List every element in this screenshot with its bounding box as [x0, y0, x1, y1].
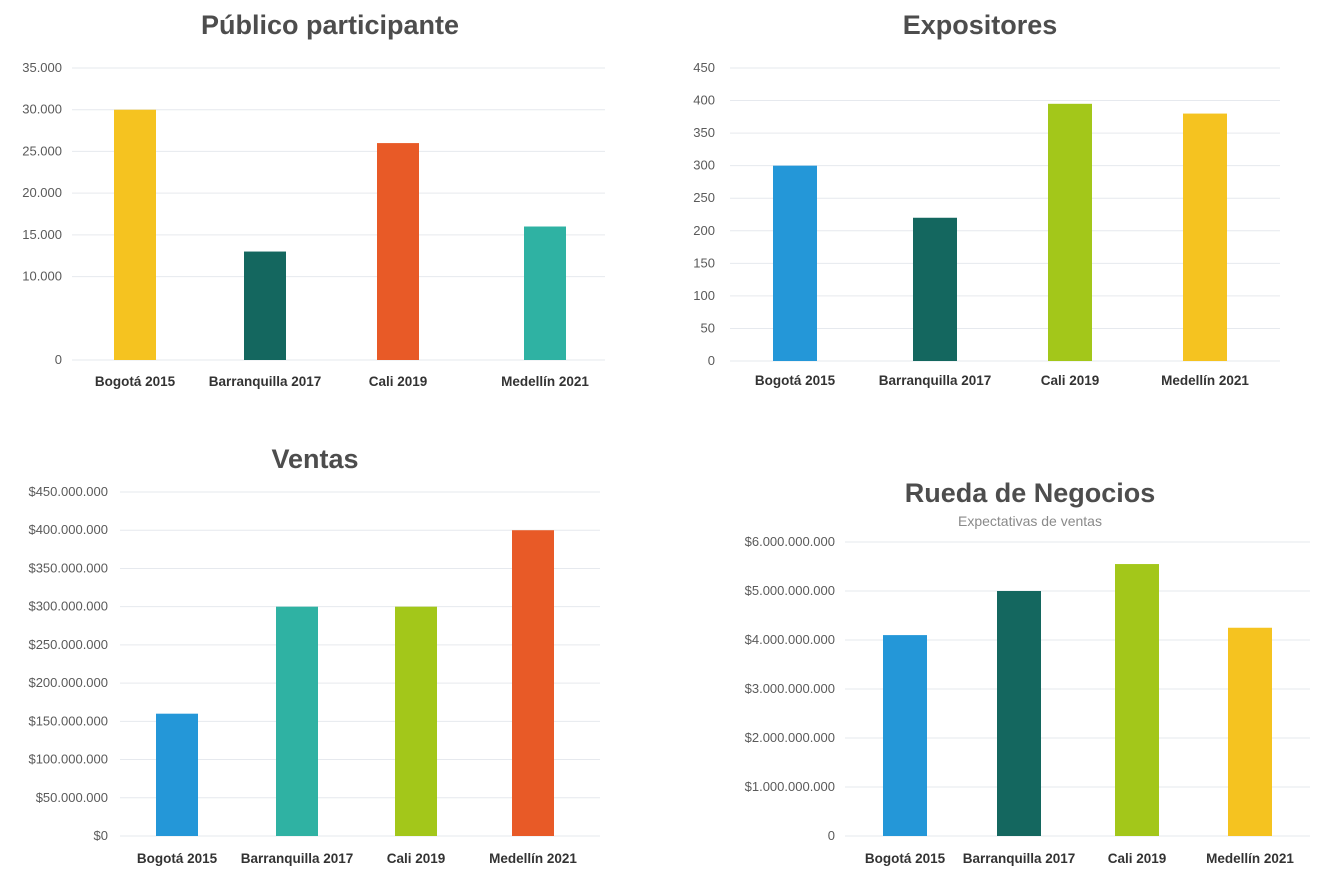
y-tick-label: 350: [693, 125, 715, 140]
bar-4: [524, 226, 566, 360]
x-category-label: Cali 2019: [1108, 851, 1167, 866]
bar-1: [773, 165, 817, 361]
bar-3: [395, 606, 437, 836]
bar-1: [114, 109, 156, 360]
chart-rueda-de-negocios: Rueda de Negocios Expectativas de ventas 0…: [660, 430, 1323, 872]
y-tick-label: 450: [693, 60, 715, 75]
y-tick-label: $6.000.000.000: [745, 534, 835, 549]
x-category-label: Bogotá 2015: [95, 374, 176, 389]
bar-3: [1115, 564, 1159, 836]
chart-title: Rueda de Negocios: [905, 478, 1156, 508]
y-tick-label: $200.000.000: [28, 675, 108, 690]
y-tick-label: 300: [693, 158, 715, 173]
y-tick-label: $5.000.000.000: [745, 583, 835, 598]
x-category-label: Barranquilla 2017: [879, 373, 992, 388]
y-tick-label: $300.000.000: [28, 599, 108, 614]
bar-4: [1228, 627, 1272, 836]
x-category-label: Barranquilla 2017: [963, 851, 1076, 866]
bar-3: [377, 143, 419, 360]
bar-1: [883, 635, 927, 836]
x-category-label: Barranquilla 2017: [209, 374, 322, 389]
y-tick-label: $0: [94, 828, 108, 843]
y-tick-label: 10.000: [22, 269, 62, 284]
x-category-label: Medellín 2021: [489, 851, 577, 866]
chart-subtitle: Expectativas de ventas: [958, 513, 1102, 529]
y-tick-label: 150: [693, 255, 715, 270]
y-tick-label: 0: [708, 353, 715, 368]
chart-rueda-svg: Rueda de Negocios Expectativas de ventas 0…: [745, 478, 1310, 866]
y-tick-label: 20.000: [22, 185, 62, 200]
y-tick-label: 0: [828, 828, 835, 843]
y-tick-label: $150.000.000: [28, 713, 108, 728]
y-tick-label: 35.000: [22, 60, 62, 75]
bar-3: [1048, 103, 1092, 362]
y-tick-label: 400: [693, 93, 715, 108]
bar-2: [276, 606, 318, 836]
chart-expositores: Expositores 0 50 100 150 200 250 300 350 400 450 Bo…: [660, 0, 1323, 420]
chart-title: Ventas: [271, 444, 358, 474]
y-tick-label: $4.000.000.000: [745, 632, 835, 647]
x-category-label: Medellín 2021: [1206, 851, 1294, 866]
chart-expositores-svg: Expositores 0 50 100 150 200 250 300 350 400 450 Bo…: [693, 10, 1280, 388]
bar-4: [1183, 113, 1227, 361]
y-tick-label: 250: [693, 190, 715, 205]
y-tick-label: $350.000.000: [28, 560, 108, 575]
x-category-label: Cali 2019: [369, 374, 428, 389]
y-tick-label: 30.000: [22, 102, 62, 117]
y-tick-label: 15.000: [22, 227, 62, 242]
x-category-label: Cali 2019: [387, 851, 446, 866]
chart-title: Público participante: [201, 10, 459, 40]
x-category-label: Bogotá 2015: [755, 373, 836, 388]
bar-1: [156, 713, 198, 836]
y-tick-label: $2.000.000.000: [745, 730, 835, 745]
x-category-label: Medellín 2021: [501, 374, 589, 389]
x-category-label: Barranquilla 2017: [241, 851, 354, 866]
x-category-label: Bogotá 2015: [865, 851, 946, 866]
bar-2: [244, 251, 286, 360]
chart-publico-svg: Público participante 0 10.000 15.000 20.000 2…: [22, 10, 605, 389]
chart-publico-participante: Público participante 0 10.000 15.000 20.000 2…: [0, 0, 620, 420]
x-category-label: Medellín 2021: [1161, 373, 1249, 388]
x-category-label: Cali 2019: [1041, 373, 1100, 388]
chart-ventas: Ventas $0 $50.000.000 $100.000.000 $150.000.…: [0, 430, 620, 872]
y-tick-label: 0: [55, 352, 62, 367]
chart-title: Expositores: [903, 10, 1058, 40]
y-tick-label: 100: [693, 288, 715, 303]
y-tick-label: $1.000.000.000: [745, 779, 835, 794]
y-tick-label: 25.000: [22, 143, 62, 158]
chart-ventas-svg: Ventas $0 $50.000.000 $100.000.000 $150.000.…: [28, 444, 600, 866]
bar-2: [997, 591, 1041, 836]
bar-4: [512, 530, 554, 836]
y-tick-label: $50.000.000: [36, 790, 108, 805]
y-tick-label: 200: [693, 223, 715, 238]
y-tick-label: $100.000.000: [28, 752, 108, 767]
y-tick-label: $400.000.000: [28, 522, 108, 537]
y-tick-label: $250.000.000: [28, 637, 108, 652]
y-tick-label: 50: [701, 320, 715, 335]
y-tick-label: $450.000.000: [28, 484, 108, 499]
x-category-label: Bogotá 2015: [137, 851, 218, 866]
y-tick-label: $3.000.000.000: [745, 681, 835, 696]
bar-2: [913, 217, 957, 361]
